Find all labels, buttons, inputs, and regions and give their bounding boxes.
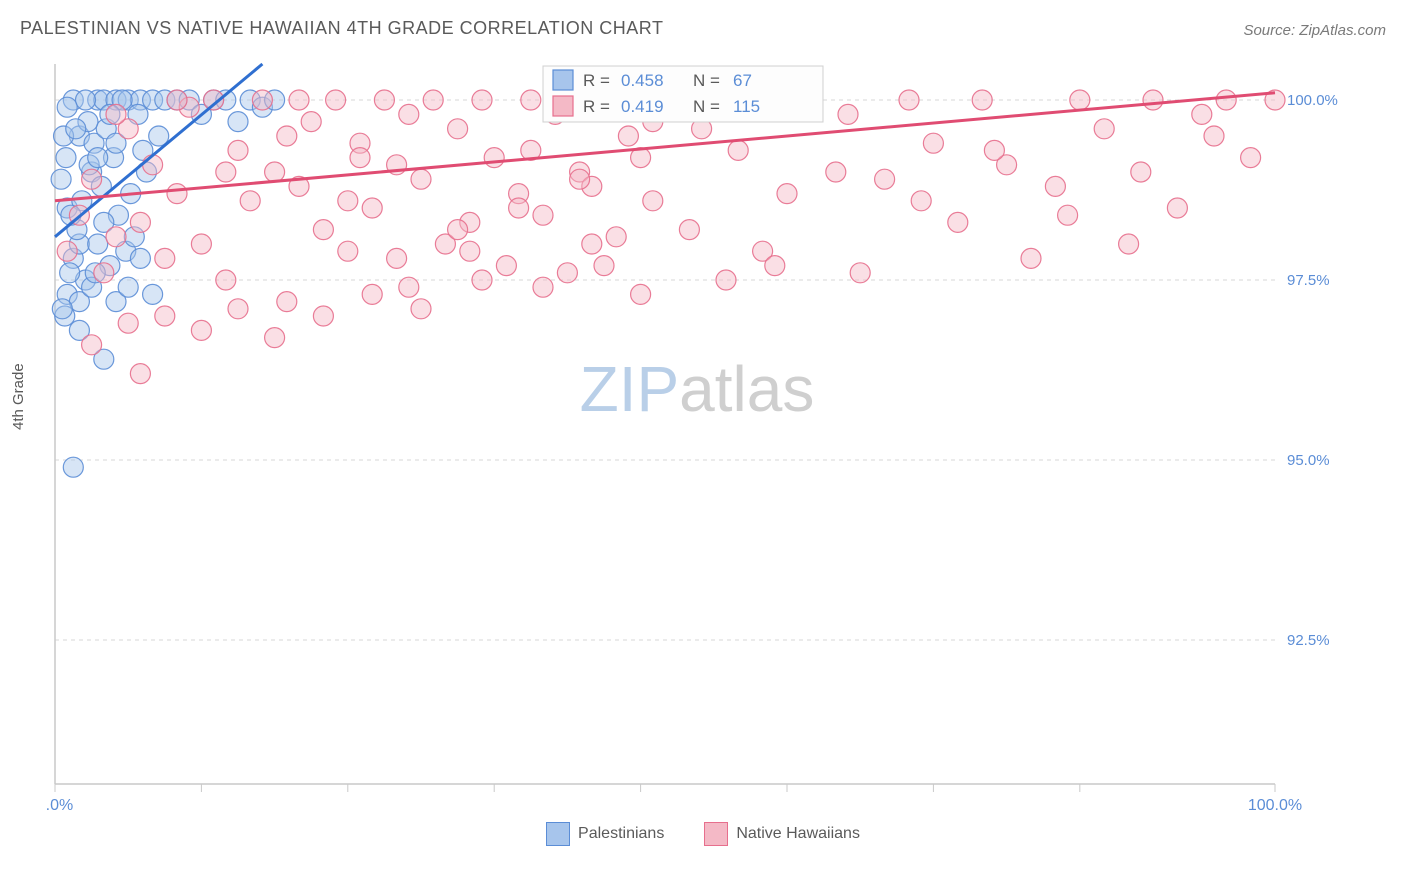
legend-label: Native Hawaiians: [736, 825, 860, 843]
svg-text:67: 67: [733, 71, 752, 90]
svg-text:115: 115: [733, 97, 760, 116]
legend-item-native-hawaiians: Native Hawaiians: [704, 822, 860, 846]
chart-area: 92.5% 95.0% 97.5% 100.0% R = 0.458 N = 67 R = 0.4…: [45, 54, 1386, 814]
svg-text:0.0%: 0.0%: [45, 797, 73, 814]
legend-item-palestinians: Palestinians: [546, 822, 664, 846]
svg-text:0.419: 0.419: [621, 97, 664, 116]
svg-text:N =: N =: [693, 71, 720, 90]
svg-text:100.0%: 100.0%: [1248, 797, 1302, 814]
chart-source: Source: ZipAtlas.com: [1243, 22, 1386, 39]
svg-text:N =: N =: [693, 97, 720, 116]
legend-swatch: [704, 822, 728, 846]
legend-swatch: [546, 822, 570, 846]
legend-label: Palestinians: [578, 825, 664, 843]
svg-text:92.5%: 92.5%: [1287, 632, 1330, 649]
chart-header: PALESTINIAN VS NATIVE HAWAIIAN 4TH GRADE…: [0, 0, 1406, 49]
svg-text:0.458: 0.458: [621, 71, 664, 90]
scatter-chart: 92.5% 95.0% 97.5% 100.0% R = 0.458 N = 67 R = 0.4…: [45, 54, 1345, 814]
svg-text:100.0%: 100.0%: [1287, 92, 1338, 109]
svg-text:R =: R =: [583, 97, 610, 116]
chart-title: PALESTINIAN VS NATIVE HAWAIIAN 4TH GRADE…: [20, 18, 663, 39]
svg-text:97.5%: 97.5%: [1287, 272, 1330, 289]
legend: Palestinians Native Hawaiians: [0, 822, 1406, 846]
svg-text:R =: R =: [583, 71, 610, 90]
y-axis-label: 4th Grade: [10, 363, 27, 430]
svg-text:95.0%: 95.0%: [1287, 452, 1330, 469]
